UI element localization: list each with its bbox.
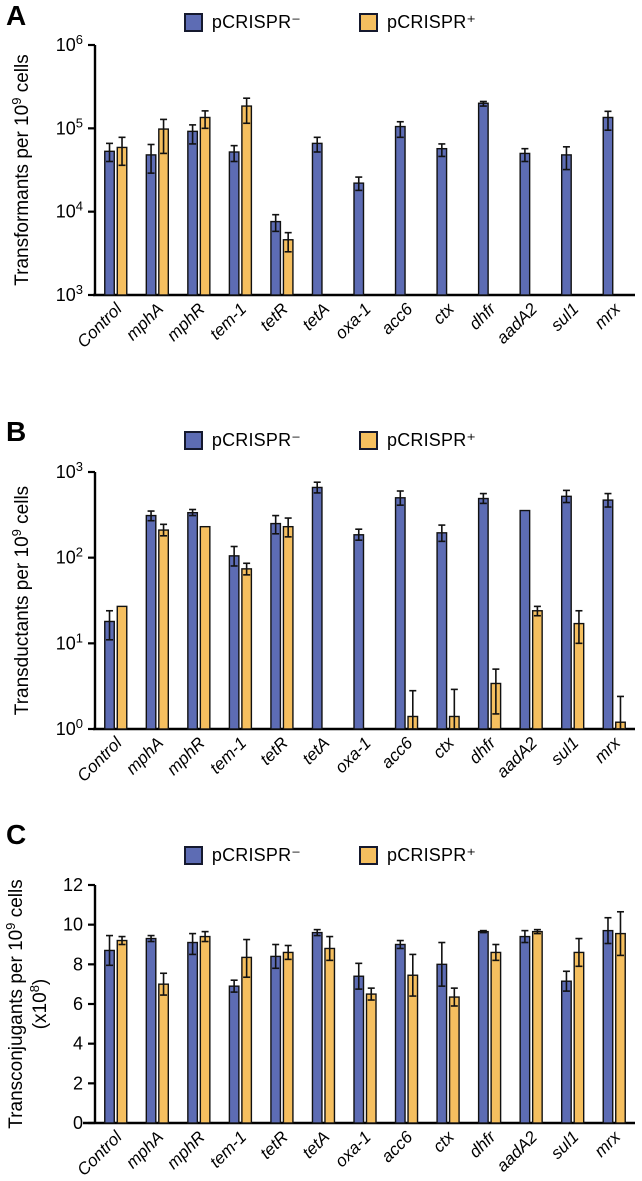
legend-label-pcrispr-neg: pCRISPR⁻ bbox=[211, 430, 301, 450]
svg-text:Control: Control bbox=[73, 299, 126, 352]
svg-text:tetR: tetR bbox=[256, 299, 291, 334]
panel-b-legend: pCRISPR⁻ pCRISPR⁺ bbox=[0, 400, 642, 451]
svg-text:oxa-1: oxa-1 bbox=[331, 299, 375, 343]
panel-b-letter: B bbox=[6, 416, 27, 447]
legend-swatch-pcrispr-neg-icon bbox=[183, 846, 203, 865]
legend-label-pcrispr-neg: pCRISPR⁻ bbox=[211, 12, 301, 32]
legend-item-pcrispr-neg: pCRISPR⁻ bbox=[183, 845, 301, 866]
svg-text:tem-1: tem-1 bbox=[206, 733, 250, 777]
legend-item-pcrispr-neg: pCRISPR⁻ bbox=[183, 430, 301, 451]
panel-c-letter: C bbox=[6, 819, 27, 850]
svg-text:aadA2: aadA2 bbox=[493, 1127, 542, 1176]
svg-text:acc6: acc6 bbox=[378, 299, 417, 338]
svg-text:102: 102 bbox=[56, 545, 83, 568]
svg-text:103: 103 bbox=[56, 459, 83, 482]
panel-a: A pCRISPR⁻ pCRISPR⁺ 103 104 105 106 Transfor… bbox=[0, 0, 642, 400]
svg-text:mrx: mrx bbox=[591, 733, 625, 767]
svg-text:oxa-1: oxa-1 bbox=[331, 733, 375, 777]
svg-text:Control: Control bbox=[73, 733, 126, 786]
svg-text:tetR: tetR bbox=[256, 1127, 291, 1162]
svg-text:tetA: tetA bbox=[298, 299, 333, 334]
svg-text:101: 101 bbox=[56, 630, 83, 653]
svg-text:8: 8 bbox=[73, 954, 83, 974]
svg-text:12: 12 bbox=[63, 875, 83, 895]
svg-text:aadA2: aadA2 bbox=[493, 299, 542, 348]
legend-label-pcrispr-neg: pCRISPR⁻ bbox=[211, 845, 301, 865]
svg-text:Transductants per 109 cells: Transductants per 109 cells bbox=[9, 486, 33, 715]
svg-text:mphR: mphR bbox=[163, 1127, 209, 1173]
svg-text:106: 106 bbox=[56, 33, 83, 55]
svg-text:6: 6 bbox=[73, 994, 83, 1014]
svg-text:100: 100 bbox=[56, 716, 83, 739]
svg-text:ctx: ctx bbox=[429, 299, 458, 328]
svg-text:dhfr: dhfr bbox=[465, 732, 500, 767]
legend-item-pcrispr-neg: pCRISPR⁻ bbox=[183, 12, 301, 33]
legend-item-pcrispr-pos: pCRISPR⁺ bbox=[359, 845, 476, 866]
svg-text:ctx: ctx bbox=[429, 1127, 458, 1156]
svg-text:dhfr: dhfr bbox=[465, 298, 500, 333]
svg-text:tem-1: tem-1 bbox=[206, 299, 250, 343]
svg-text:sul1: sul1 bbox=[547, 733, 582, 768]
svg-text:10: 10 bbox=[63, 915, 83, 935]
svg-text:mphA: mphA bbox=[122, 1127, 167, 1172]
legend-swatch-pcrispr-neg-icon bbox=[183, 431, 203, 450]
legend-swatch-pcrispr-pos-icon bbox=[359, 431, 378, 450]
svg-text:mphA: mphA bbox=[122, 733, 167, 778]
legend-label-pcrispr-pos: pCRISPR⁺ bbox=[387, 430, 477, 450]
legend-item-pcrispr-pos: pCRISPR⁺ bbox=[359, 430, 476, 451]
svg-text:(x108): (x108) bbox=[27, 979, 51, 1030]
svg-text:tetA: tetA bbox=[298, 733, 333, 768]
panel-c: C pCRISPR⁻ pCRISPR⁺ 0 2 4 6 8 10 12 Transconjug… bbox=[0, 805, 642, 1181]
panel-c-legend: pCRISPR⁻ pCRISPR⁺ bbox=[0, 805, 642, 866]
legend-swatch-pcrispr-pos-icon bbox=[359, 13, 378, 32]
svg-text:aadA2: aadA2 bbox=[493, 733, 542, 782]
svg-text:0: 0 bbox=[73, 1113, 83, 1133]
svg-text:acc6: acc6 bbox=[378, 733, 417, 772]
svg-text:tetR: tetR bbox=[256, 733, 291, 768]
legend-swatch-pcrispr-neg-icon bbox=[183, 13, 203, 32]
svg-text:sul1: sul1 bbox=[547, 299, 582, 334]
panel-a-chart: 103 104 105 106 Transformants per 109 cells C… bbox=[9, 33, 635, 352]
svg-text:dhfr: dhfr bbox=[465, 1126, 500, 1161]
svg-text:Transconjugants per 109 cells: Transconjugants per 109 cells bbox=[3, 879, 27, 1128]
svg-text:Control: Control bbox=[73, 1127, 126, 1180]
svg-text:105: 105 bbox=[56, 115, 83, 138]
svg-text:4: 4 bbox=[73, 1034, 83, 1054]
panel-c-chart: 0 2 4 6 8 10 12 Transconjugants per 109 cells(x… bbox=[3, 875, 635, 1180]
svg-text:103: 103 bbox=[56, 282, 83, 305]
svg-text:2: 2 bbox=[73, 1073, 83, 1093]
svg-text:ctx: ctx bbox=[429, 733, 458, 762]
svg-text:acc6: acc6 bbox=[378, 1127, 417, 1166]
legend-label-pcrispr-pos: pCRISPR⁺ bbox=[387, 845, 477, 865]
svg-text:mphR: mphR bbox=[163, 733, 209, 779]
svg-text:Transformants per 109 cells: Transformants per 109 cells bbox=[9, 54, 33, 285]
svg-text:104: 104 bbox=[56, 199, 83, 222]
panel-b-chart: 100 101 102 103 Transductants per 109 cells C… bbox=[9, 459, 635, 786]
svg-text:mphR: mphR bbox=[163, 299, 209, 345]
svg-text:mrx: mrx bbox=[591, 299, 625, 333]
panel-b: B pCRISPR⁻ pCRISPR⁺ 100 101 102 103 Transduc… bbox=[0, 400, 642, 805]
panel-a-letter: A bbox=[6, 0, 27, 31]
svg-text:sul1: sul1 bbox=[547, 1127, 582, 1162]
legend-label-pcrispr-pos: pCRISPR⁺ bbox=[387, 12, 477, 32]
svg-text:tem-1: tem-1 bbox=[206, 1127, 250, 1171]
legend-item-pcrispr-pos: pCRISPR⁺ bbox=[359, 12, 476, 33]
svg-text:mrx: mrx bbox=[591, 1127, 625, 1161]
svg-text:tetA: tetA bbox=[298, 1127, 333, 1162]
svg-text:mphA: mphA bbox=[122, 299, 167, 344]
svg-text:oxa-1: oxa-1 bbox=[331, 1127, 375, 1171]
legend-swatch-pcrispr-pos-icon bbox=[359, 846, 378, 865]
panel-a-legend: pCRISPR⁻ pCRISPR⁺ bbox=[0, 0, 642, 33]
